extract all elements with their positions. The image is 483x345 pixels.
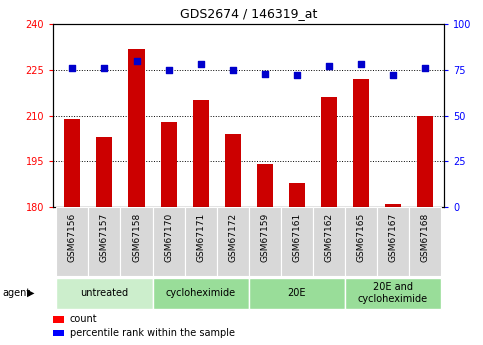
Bar <box>185 207 217 276</box>
Bar <box>64 119 80 207</box>
Bar <box>289 183 305 207</box>
Bar <box>313 207 345 276</box>
Text: percentile rank within the sample: percentile rank within the sample <box>70 328 235 338</box>
Bar <box>417 116 433 207</box>
Text: 20E and
cycloheximide: 20E and cycloheximide <box>358 283 428 304</box>
Bar <box>97 137 113 207</box>
Point <box>100 65 108 71</box>
Text: ▶: ▶ <box>27 288 34 298</box>
Bar <box>353 79 369 207</box>
Bar <box>128 49 144 207</box>
Bar <box>88 207 120 276</box>
Bar <box>321 97 337 207</box>
Bar <box>249 278 345 309</box>
Point <box>293 72 301 78</box>
Bar <box>345 278 441 309</box>
Bar <box>53 330 64 336</box>
Point <box>229 67 237 73</box>
Text: cycloheximide: cycloheximide <box>166 288 236 298</box>
Text: GSM67165: GSM67165 <box>356 213 366 262</box>
Text: GSM67161: GSM67161 <box>292 213 301 262</box>
Point <box>165 67 172 73</box>
Text: GSM67157: GSM67157 <box>100 213 109 262</box>
Bar <box>225 134 241 207</box>
Bar <box>193 100 209 207</box>
Bar <box>409 207 441 276</box>
Bar <box>345 207 377 276</box>
Bar <box>257 164 273 207</box>
Text: GSM67171: GSM67171 <box>196 213 205 262</box>
Text: GSM67172: GSM67172 <box>228 213 237 262</box>
Bar <box>281 207 313 276</box>
Text: GSM67162: GSM67162 <box>325 213 333 262</box>
Text: GSM67159: GSM67159 <box>260 213 270 262</box>
Point <box>133 58 141 63</box>
Bar <box>120 207 153 276</box>
Point <box>389 72 397 78</box>
Text: GSM67168: GSM67168 <box>421 213 429 262</box>
Point <box>357 62 365 67</box>
Bar <box>249 207 281 276</box>
Bar <box>153 278 249 309</box>
Bar <box>57 207 88 276</box>
Bar <box>217 207 249 276</box>
Bar <box>160 122 177 207</box>
Bar <box>53 316 64 323</box>
Text: GSM67167: GSM67167 <box>388 213 398 262</box>
Point <box>69 65 76 71</box>
Bar <box>57 278 153 309</box>
Point <box>261 71 269 76</box>
Text: 20E: 20E <box>287 288 306 298</box>
Bar <box>153 207 185 276</box>
Text: GDS2674 / 146319_at: GDS2674 / 146319_at <box>180 7 317 20</box>
Text: agent: agent <box>2 288 30 298</box>
Point <box>197 62 204 67</box>
Point <box>421 65 429 71</box>
Text: GSM67170: GSM67170 <box>164 213 173 262</box>
Text: GSM67156: GSM67156 <box>68 213 77 262</box>
Bar <box>377 207 409 276</box>
Text: untreated: untreated <box>80 288 128 298</box>
Bar <box>385 204 401 207</box>
Text: count: count <box>70 315 97 324</box>
Text: GSM67158: GSM67158 <box>132 213 141 262</box>
Point <box>325 63 333 69</box>
